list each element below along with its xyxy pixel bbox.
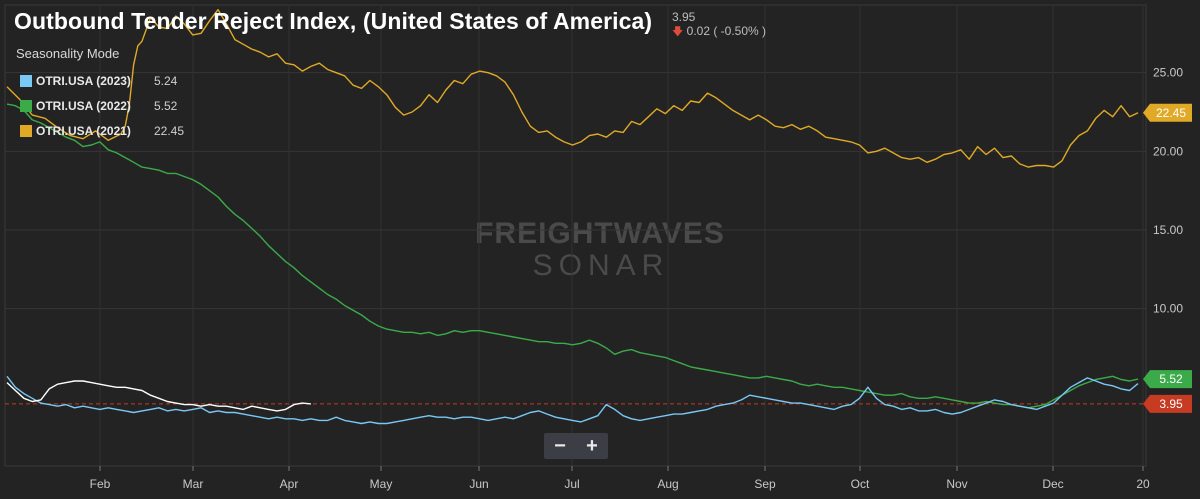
chart-title: Outbound Tender Reject Index, (United St… xyxy=(14,8,653,34)
last-value-tag-label: 3.95 xyxy=(1159,397,1183,411)
legend-value: 5.52 xyxy=(154,98,178,113)
last-value-tag-shape xyxy=(1143,394,1192,413)
y-tick-label: 15.00 xyxy=(1153,223,1183,237)
last-value-tag-shape xyxy=(1143,370,1192,389)
last-value-tag-2: 5.52 xyxy=(1143,370,1192,389)
x-tick-label: Aug xyxy=(657,477,678,491)
watermark-sonar: SONAR xyxy=(533,249,670,282)
legend-label: OTRI.USA (2023) xyxy=(36,73,131,88)
last-value-tag-label: 22.45 xyxy=(1156,106,1186,120)
last-value: 3.95 xyxy=(672,10,696,24)
zoom-out-button[interactable]: − xyxy=(554,435,566,457)
series-line-3 xyxy=(6,375,1139,425)
legend-item-2021[interactable]: OTRI.USA (2021) 22.45 xyxy=(20,118,184,143)
series-line-1 xyxy=(6,9,1139,168)
legend: OTRI.USA (2023) 5.24 OTRI.USA (2022) 5.5… xyxy=(20,68,184,143)
series-line-4 xyxy=(6,380,311,412)
x-tick-label: Mar xyxy=(183,477,204,491)
last-value-tag-1: 22.45 xyxy=(1143,103,1192,122)
legend-value: 5.24 xyxy=(154,73,178,88)
legend-item-2023[interactable]: OTRI.USA (2023) 5.24 xyxy=(20,68,184,93)
watermark-freight: FREIGHTWAVES xyxy=(475,217,725,250)
zoom-controls: − + xyxy=(544,433,608,459)
last-value-tag-label: 5.52 xyxy=(1159,372,1183,386)
x-tick-label: May xyxy=(370,477,393,491)
x-tick-label: Jun xyxy=(469,477,488,491)
series-line-2 xyxy=(6,103,1139,409)
x-tick-label: Jul xyxy=(564,477,579,491)
legend-label: OTRI.USA (2021) xyxy=(36,123,131,138)
legend-swatch-2021 xyxy=(20,124,32,137)
legend-value: 22.45 xyxy=(154,123,185,138)
plot-frame xyxy=(4,4,1147,467)
last-value-tag-shape xyxy=(1143,103,1192,122)
legend-swatch-2023 xyxy=(20,74,32,87)
x-tick-label: Apr xyxy=(280,477,299,491)
change-value: 0.02 ( -0.50% ) xyxy=(686,24,767,38)
seasonality-mode-label: Seasonality Mode xyxy=(16,46,120,61)
last-value-tag-3: 3.95 xyxy=(1143,394,1192,413)
zoom-in-button[interactable]: + xyxy=(586,435,598,457)
x-tick-label: 20 xyxy=(1136,477,1150,491)
x-tick-label: Sep xyxy=(754,477,776,491)
arrow-down-icon: 🡇 xyxy=(672,26,684,38)
legend-item-2022[interactable]: OTRI.USA (2022) 5.52 xyxy=(20,93,184,118)
x-tick-label: Feb xyxy=(90,477,111,491)
x-tick-label: Dec xyxy=(1042,477,1063,491)
x-tick-label: Nov xyxy=(946,477,967,491)
y-tick-label: 25.00 xyxy=(1153,66,1183,80)
legend-swatch-2022 xyxy=(20,99,32,112)
y-tick-label: 20.00 xyxy=(1153,144,1183,158)
x-tick-label: Oct xyxy=(851,477,870,491)
legend-label: OTRI.USA (2022) xyxy=(36,98,131,113)
y-tick-label: 10.00 xyxy=(1153,302,1183,316)
last-change-box: 3.95 🡇 0.02 ( -0.50% ) xyxy=(672,10,766,39)
